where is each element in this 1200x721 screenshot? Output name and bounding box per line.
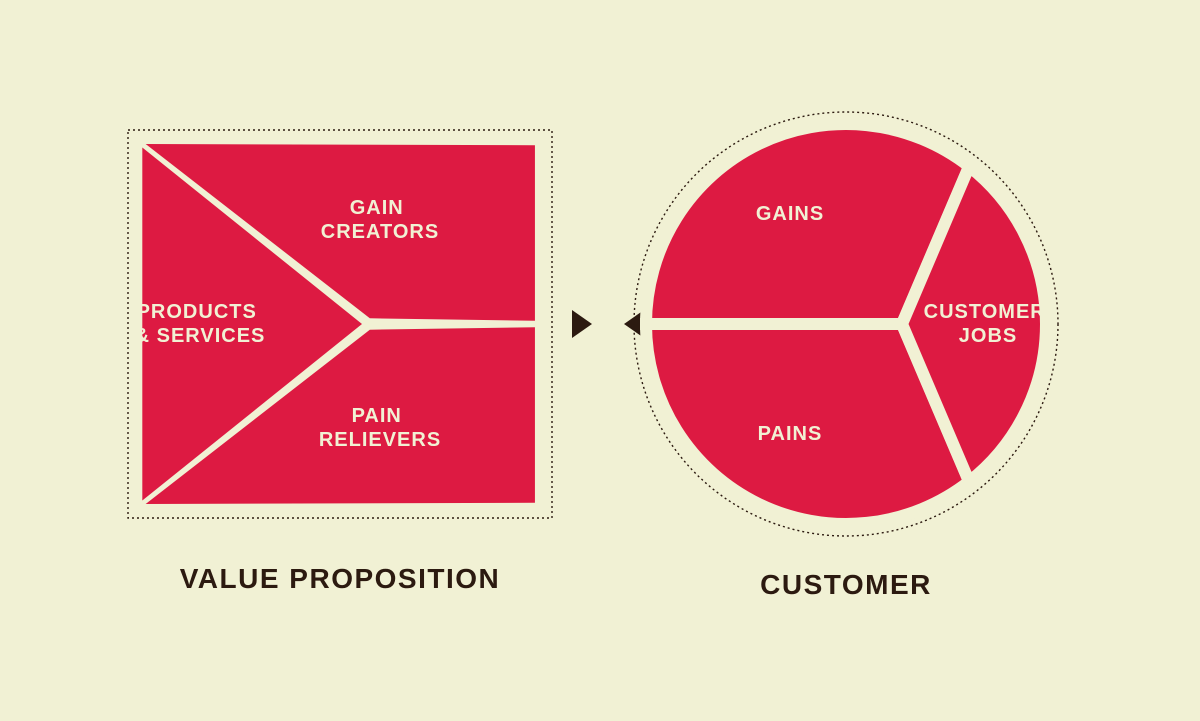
title-customer: CUSTOMER [760,569,932,600]
label-pains: PAINS [758,423,823,445]
label-gains: GAINS [756,203,824,225]
value-proposition-canvas: PRODUCTS & SERVICES GAIN CREATORS PAIN R… [0,0,1200,721]
title-value-proposition: VALUE PROPOSITION [180,563,501,594]
